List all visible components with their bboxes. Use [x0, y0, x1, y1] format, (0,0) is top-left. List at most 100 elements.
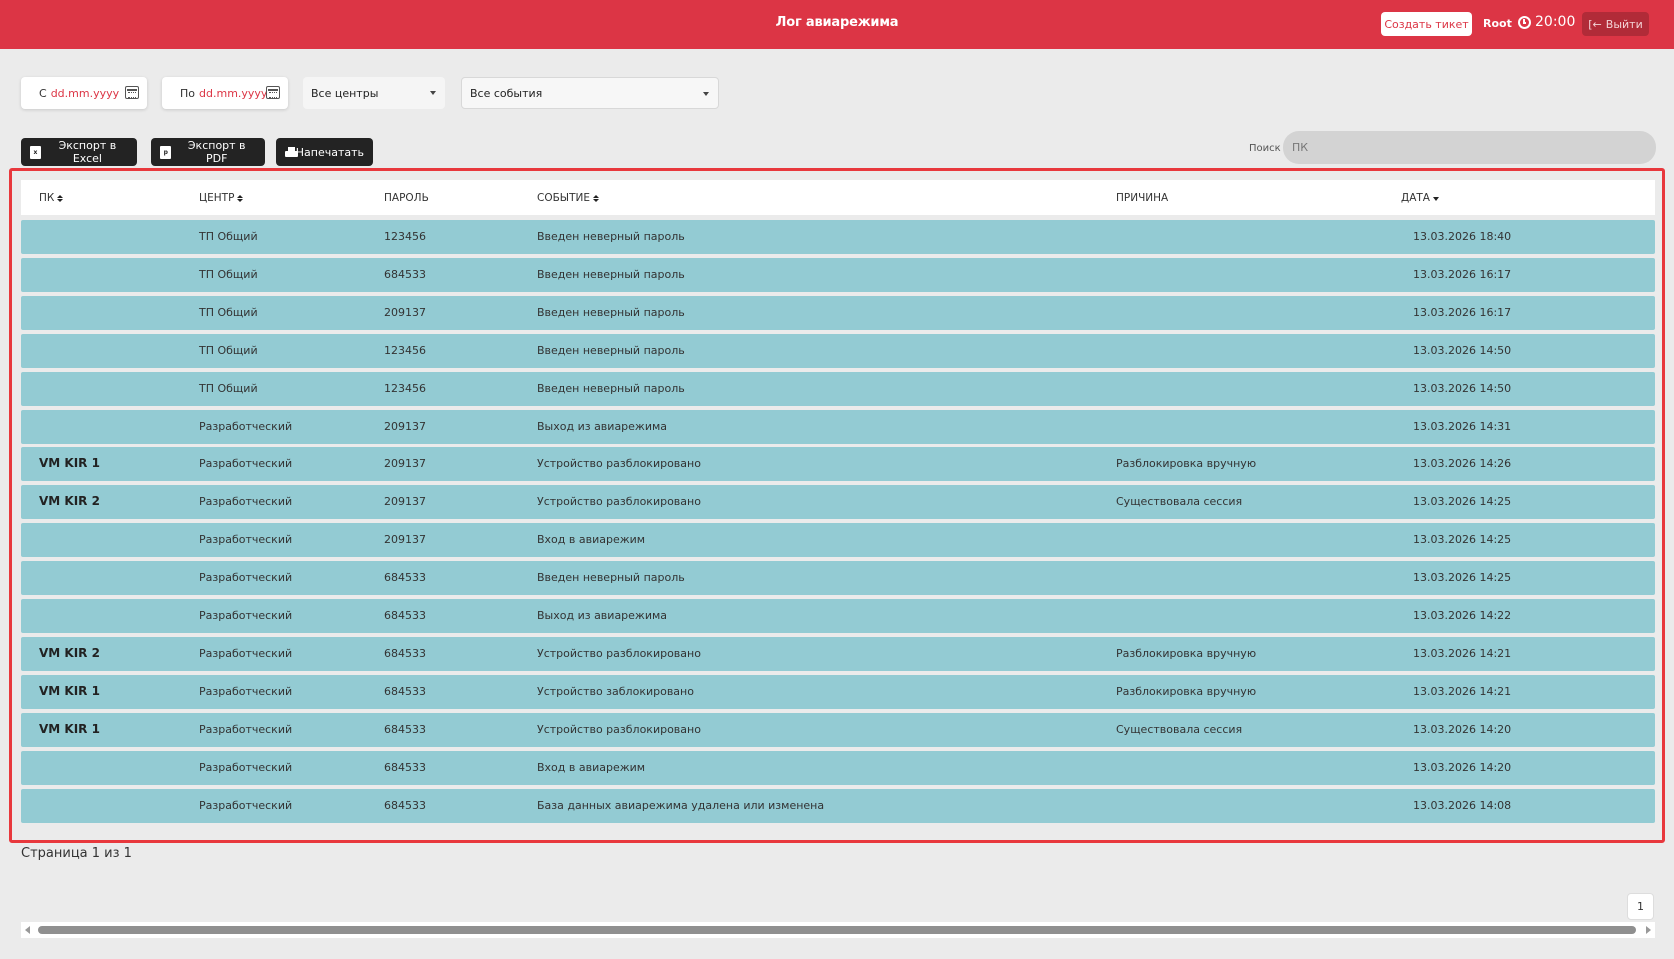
top-bar: Лог авиарежима Создать тикет Root 20:00 …	[0, 0, 1674, 49]
column-header-password-label: ПАРОЛЬ	[384, 192, 429, 204]
cell-center: Разработческий	[199, 533, 293, 547]
table-row[interactable]: VM KIR 2 Разработческий 684533 Устройство р…	[21, 636, 1655, 671]
cell-event: Устройство разблокировано	[537, 457, 701, 471]
cell-date: 13.03.2026 16:17	[1413, 267, 1512, 281]
cell-date: 13.03.2026 14:20	[1413, 760, 1512, 774]
table-row[interactable]: VM KIR 2 Разработческий 209137 Устройство р…	[21, 485, 1655, 520]
table-row[interactable]: Разработческий 209137 Вход в авиарежим 13.0…	[21, 523, 1655, 558]
sort-icon	[592, 194, 599, 202]
table-row[interactable]: Разработческий 684533 Выход из авиарежима 1…	[21, 599, 1655, 633]
sort-icon	[237, 194, 244, 202]
calendar-icon[interactable]	[266, 86, 280, 99]
user-name: Root	[1483, 17, 1512, 30]
export-excel-button[interactable]: x Экспорт в Excel	[21, 138, 137, 166]
scrollbar-thumb[interactable]	[38, 926, 1636, 934]
cell-event: Введен неверный пароль	[537, 305, 685, 319]
table-row[interactable]: Разработческий 209137 Выход из авиарежима 1…	[21, 409, 1655, 444]
table-row[interactable]: VM KIR 1 Разработческий 209137 Устройство р…	[21, 447, 1655, 482]
column-header-pc-label: ПК	[39, 192, 55, 204]
table-row[interactable]: ТП Общий 123456 Введен неверный пароль 13.0…	[21, 333, 1655, 368]
cell-center: ТП Общий	[199, 305, 258, 319]
session-timer-value: 20:00	[1535, 14, 1576, 30]
table-row[interactable]: Разработческий 684533 Вход в авиарежим 13.0…	[21, 750, 1655, 785]
cell-password: 209137	[384, 533, 426, 547]
sort-desc-icon	[1432, 197, 1439, 201]
cell-event: Устройство заблокировано	[537, 684, 694, 698]
column-header-event-label: СОБЫТИЕ	[537, 192, 590, 204]
cell-center: Разработческий	[199, 571, 293, 585]
cell-event: Введен неверный пароль	[537, 267, 685, 281]
cell-pc: VM KIR 2	[39, 645, 100, 660]
cell-password: 209137	[384, 419, 426, 433]
column-header-reason-label: ПРИЧИНА	[1116, 192, 1169, 204]
cell-center: Разработческий	[199, 495, 293, 509]
column-header-event[interactable]: СОБЫТИЕ	[537, 192, 599, 204]
cell-pc: VM KIR 1	[39, 456, 100, 471]
cell-center: Разработческий	[199, 722, 293, 736]
date-to-field[interactable]: По dd.mm.yyyy	[162, 77, 288, 109]
column-header-date[interactable]: ДАТА	[1401, 192, 1439, 204]
date-to-value: dd.mm.yyyy	[199, 86, 268, 100]
table-row[interactable]: Разработческий 684533 Введен неверный паро…	[21, 561, 1655, 596]
cell-date: 13.03.2026 14:08	[1413, 798, 1512, 812]
date-from-label: С	[39, 86, 47, 100]
export-pdf-button[interactable]: p Экспорт в PDF	[151, 138, 265, 166]
cell-reason: Разблокировка вручную	[1116, 457, 1257, 471]
cell-center: Разработческий	[199, 419, 293, 433]
cell-password: 684533	[384, 722, 426, 736]
column-header-pc[interactable]: ПК	[39, 192, 64, 204]
cell-center: ТП Общий	[199, 267, 258, 281]
cell-pc: VM KIR 2	[39, 494, 100, 509]
event-select[interactable]: Все события	[461, 77, 719, 109]
sort-icon	[57, 194, 64, 202]
center-select-value: Все центры	[311, 86, 379, 100]
print-button[interactable]: Напечатать	[276, 138, 373, 166]
create-ticket-button[interactable]: Создать тикет	[1381, 12, 1472, 36]
cell-date: 13.03.2026 14:22	[1413, 609, 1512, 622]
search-label: Поиск	[1249, 143, 1281, 154]
column-header-reason: ПРИЧИНА	[1116, 192, 1168, 204]
session-timer: 20:00	[1518, 14, 1575, 30]
event-select-value: Все события	[470, 86, 543, 100]
table-row[interactable]: VM KIR 1 Разработческий 684533 Устройство р…	[21, 712, 1655, 747]
cell-date: 13.03.2026 14:25	[1413, 533, 1512, 547]
table-row[interactable]: ТП Общий 123456 Введен неверный пароль 13.0…	[21, 220, 1655, 254]
date-to-label: По	[180, 86, 196, 100]
cell-event: Устройство разблокировано	[537, 495, 701, 509]
date-from-field[interactable]: С dd.mm.yyyy	[21, 77, 147, 109]
pagination-info: Страница 1 из 1	[21, 846, 132, 861]
search-input[interactable]	[1283, 131, 1656, 164]
table-row[interactable]: VM KIR 1 Разработческий 684533 Устройство з…	[21, 674, 1655, 709]
table-row[interactable]: ТП Общий 209137 Введен неверный пароль 13.0…	[21, 295, 1655, 330]
pdf-icon: p	[160, 145, 172, 159]
center-select[interactable]: Все центры	[303, 77, 445, 109]
calendar-icon[interactable]	[125, 86, 139, 99]
cell-password: 123456	[384, 381, 426, 395]
chevron-down-icon	[430, 91, 436, 95]
page-button[interactable]: 1	[1627, 893, 1654, 920]
logout-label: Выйти	[1605, 17, 1643, 31]
table-row[interactable]: ТП Общий 684533 Введен неверный пароль 13.0…	[21, 257, 1655, 292]
cell-password: 123456	[384, 343, 426, 357]
table-row[interactable]: Разработческий 684533 База данных авиарежи…	[21, 788, 1655, 823]
excel-icon: x	[30, 145, 41, 159]
cell-password: 684533	[384, 760, 426, 774]
cell-event: База данных авиарежима удалена или измен…	[537, 798, 825, 812]
cell-date: 13.03.2026 14:26	[1413, 457, 1512, 471]
cell-password: 684533	[384, 684, 426, 698]
print-label: Напечатать	[295, 145, 364, 159]
logout-button[interactable]: [← Выйти	[1582, 12, 1649, 36]
horizontal-scrollbar[interactable]	[21, 922, 1655, 938]
cell-center: Разработческий	[199, 646, 293, 660]
scroll-left-icon[interactable]	[25, 926, 30, 934]
cell-center: Разработческий	[199, 684, 293, 698]
cell-event: Введен неверный пароль	[537, 230, 685, 243]
column-header-center[interactable]: ЦЕНТР	[199, 192, 244, 204]
column-header-password: ПАРОЛЬ	[384, 192, 429, 204]
cell-date: 13.03.2026 14:31	[1413, 419, 1512, 433]
clock-icon	[1518, 15, 1531, 29]
cell-pc: VM KIR 1	[39, 721, 100, 736]
cell-event: Введен неверный пароль	[537, 571, 685, 585]
table-row[interactable]: ТП Общий 123456 Введен неверный пароль 13.0…	[21, 371, 1655, 406]
scroll-right-icon[interactable]	[1646, 926, 1651, 934]
